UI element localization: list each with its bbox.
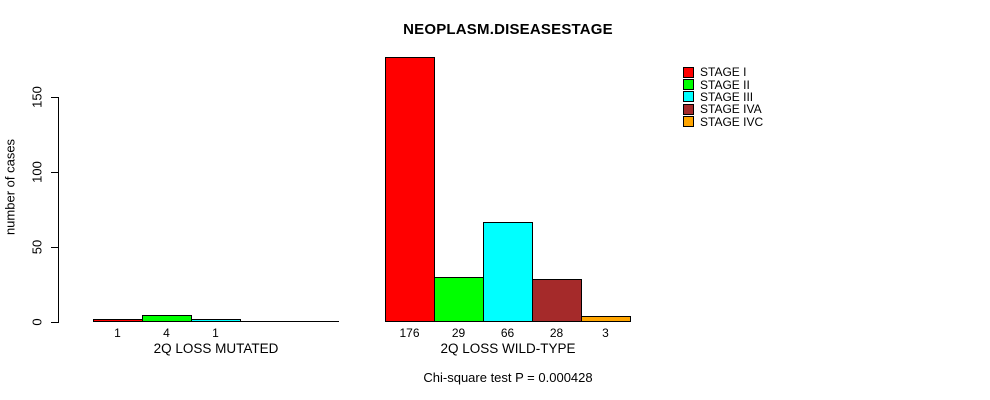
legend-label: STAGE I <box>700 65 747 80</box>
bar-value-label: 29 <box>451 326 466 340</box>
y-tick <box>51 172 58 173</box>
x-group-label-mutated: 2Q LOSS MUTATED <box>153 341 279 356</box>
bar-stage-iii <box>191 319 241 322</box>
legend-label: STAGE II <box>700 77 750 92</box>
bar-stage-ii <box>434 277 484 322</box>
bar-stage-ivc <box>289 321 339 322</box>
bar-value-label: 28 <box>549 326 564 340</box>
legend-swatch-icon <box>683 79 694 91</box>
y-tick-label: 50 <box>29 239 45 255</box>
legend-label: STAGE IVA <box>700 102 762 117</box>
bar-stage-iva <box>240 321 290 322</box>
bar-value-label: 1 <box>212 326 219 340</box>
y-axis-label: number of cases <box>2 138 18 236</box>
bar-value-label: 66 <box>500 326 515 340</box>
legend-label: STAGE IVC <box>700 114 764 129</box>
bar-value-label: 176 <box>399 326 420 340</box>
bar-stage-i <box>385 57 435 322</box>
y-tick <box>51 97 58 98</box>
bar-value-label: 3 <box>602 326 609 340</box>
bar-value-label: 1 <box>114 326 121 340</box>
legend-swatch-icon <box>683 91 694 103</box>
y-tick <box>51 322 58 323</box>
legend-item: STAGE II <box>683 77 763 92</box>
legend-label: STAGE III <box>700 89 754 104</box>
legend-swatch-icon <box>683 116 694 128</box>
legend-item: STAGE III <box>683 91 763 103</box>
y-tick-label: 100 <box>29 161 45 183</box>
bar-stage-iii <box>483 222 533 322</box>
y-tick-label: 0 <box>29 318 45 326</box>
x-group-label-wild-type: 2Q LOSS WILD-TYPE <box>440 341 576 356</box>
legend-swatch-icon <box>683 103 694 115</box>
bar-stage-ivc <box>581 316 631 322</box>
y-axis-line <box>58 97 59 323</box>
legend-item: STAGE IVA <box>683 103 763 115</box>
bar-stage-iva <box>532 279 582 322</box>
chi-square-annotation: Chi-square test P = 0.000428 <box>423 370 593 385</box>
legend-item: STAGE IVC <box>683 116 763 128</box>
y-tick-label: 150 <box>29 86 45 108</box>
y-tick <box>51 247 58 248</box>
legend-item: STAGE I <box>683 66 763 78</box>
bar-value-label: 4 <box>163 326 170 340</box>
chart-title: NEOPLASM.DISEASESTAGE <box>403 21 613 38</box>
bar-stage-i <box>93 319 143 322</box>
legend: STAGE I STAGE II STAGE III STAGE IVA STAGE I… <box>683 66 763 128</box>
bar-stage-ii <box>142 315 192 322</box>
legend-swatch-icon <box>683 66 694 78</box>
